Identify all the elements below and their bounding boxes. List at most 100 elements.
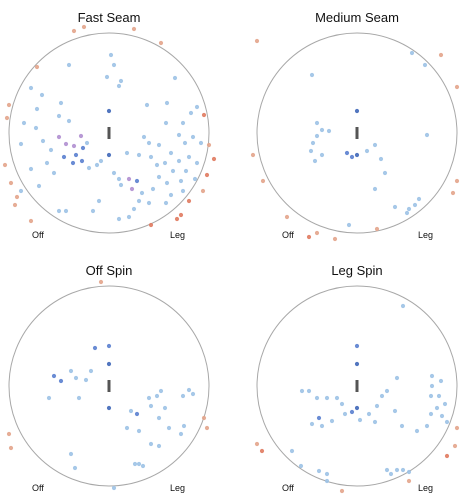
shot-point bbox=[444, 419, 450, 425]
shot-point bbox=[78, 133, 84, 139]
shot-point bbox=[178, 431, 184, 437]
shot-point bbox=[324, 478, 330, 484]
shot-point bbox=[150, 186, 156, 192]
shot-point bbox=[424, 132, 430, 138]
shot-point bbox=[136, 428, 142, 434]
stumps-marker bbox=[107, 127, 111, 139]
shot-point bbox=[88, 368, 94, 374]
shot-point bbox=[334, 395, 340, 401]
leg-side-label: Leg bbox=[418, 483, 433, 493]
shot-point bbox=[354, 108, 360, 114]
shot-point bbox=[319, 423, 325, 429]
shot-point bbox=[106, 405, 112, 411]
shot-point bbox=[134, 178, 140, 184]
shot-point bbox=[33, 125, 39, 131]
shot-point bbox=[198, 140, 204, 146]
shot-point bbox=[108, 52, 114, 58]
shot-point bbox=[400, 467, 406, 473]
shot-point bbox=[454, 178, 460, 184]
shot-point bbox=[164, 100, 170, 106]
shot-point bbox=[306, 388, 312, 394]
shot-point bbox=[174, 216, 180, 222]
shot-point bbox=[434, 405, 440, 411]
shot-point bbox=[260, 178, 266, 184]
shot-point bbox=[140, 463, 146, 469]
shot-point bbox=[312, 158, 318, 164]
shot-point bbox=[349, 409, 355, 415]
shot-point bbox=[180, 120, 186, 126]
shot-point bbox=[58, 378, 64, 384]
shot-point bbox=[128, 408, 134, 414]
shot-point bbox=[44, 160, 50, 166]
shot-point bbox=[28, 166, 34, 172]
leg-side-label: Leg bbox=[170, 483, 185, 493]
shot-point bbox=[194, 104, 200, 110]
shot-point bbox=[372, 419, 378, 425]
shot-point bbox=[194, 160, 200, 166]
shot-point bbox=[18, 188, 24, 194]
shot-point bbox=[111, 62, 117, 68]
shot-point bbox=[442, 401, 448, 407]
shot-point bbox=[259, 448, 265, 454]
shot-point bbox=[182, 140, 188, 146]
shot-point bbox=[166, 425, 172, 431]
shot-point bbox=[428, 411, 434, 417]
shot-point bbox=[86, 165, 92, 171]
panel-title: Leg Spin bbox=[331, 263, 382, 278]
shot-point bbox=[388, 471, 394, 477]
shot-point bbox=[324, 471, 330, 477]
shot-point bbox=[56, 134, 62, 140]
shot-point bbox=[118, 78, 124, 84]
shot-point bbox=[399, 423, 405, 429]
shot-point bbox=[131, 206, 137, 212]
shot-point bbox=[148, 403, 154, 409]
shot-point bbox=[126, 214, 132, 220]
shot-point bbox=[406, 478, 412, 484]
shot-point bbox=[416, 196, 422, 202]
shot-point bbox=[364, 148, 370, 154]
shot-point bbox=[366, 411, 372, 417]
shot-point bbox=[384, 388, 390, 394]
shot-point bbox=[314, 133, 320, 139]
shot-point bbox=[73, 152, 79, 158]
shot-point bbox=[106, 361, 112, 367]
shot-point bbox=[146, 140, 152, 146]
shot-point bbox=[192, 176, 198, 182]
shot-point bbox=[81, 24, 87, 30]
shot-point bbox=[104, 74, 110, 80]
shot-point bbox=[406, 469, 412, 475]
shot-point bbox=[339, 488, 345, 494]
chart-panel: Fast Seam Off Leg bbox=[2, 10, 217, 240]
shot-point bbox=[170, 168, 176, 174]
shot-point bbox=[436, 393, 442, 399]
shot-point bbox=[298, 463, 304, 469]
shot-point bbox=[158, 40, 164, 46]
shot-point bbox=[156, 415, 162, 421]
shot-point bbox=[357, 417, 363, 423]
shot-point bbox=[428, 393, 434, 399]
shot-point bbox=[84, 140, 90, 146]
shot-point bbox=[329, 418, 335, 424]
shot-point bbox=[429, 373, 435, 379]
shot-point bbox=[8, 445, 14, 451]
shot-point bbox=[339, 401, 345, 407]
shot-point bbox=[186, 387, 192, 393]
shot-point bbox=[392, 204, 398, 210]
shot-point bbox=[392, 408, 398, 414]
shot-point bbox=[188, 110, 194, 116]
shot-point bbox=[344, 150, 350, 156]
shot-point bbox=[79, 158, 85, 164]
shot-point bbox=[116, 216, 122, 222]
shot-point bbox=[72, 465, 78, 471]
shot-point bbox=[164, 180, 170, 186]
shot-point bbox=[310, 140, 316, 146]
shot-point bbox=[306, 234, 312, 240]
shot-point bbox=[163, 200, 169, 206]
shot-point bbox=[309, 72, 315, 78]
shot-point bbox=[136, 198, 142, 204]
off-side-label: Off bbox=[282, 483, 294, 493]
leg-side-label: Leg bbox=[170, 230, 185, 240]
shot-point bbox=[429, 383, 435, 389]
shot-point bbox=[204, 172, 210, 178]
